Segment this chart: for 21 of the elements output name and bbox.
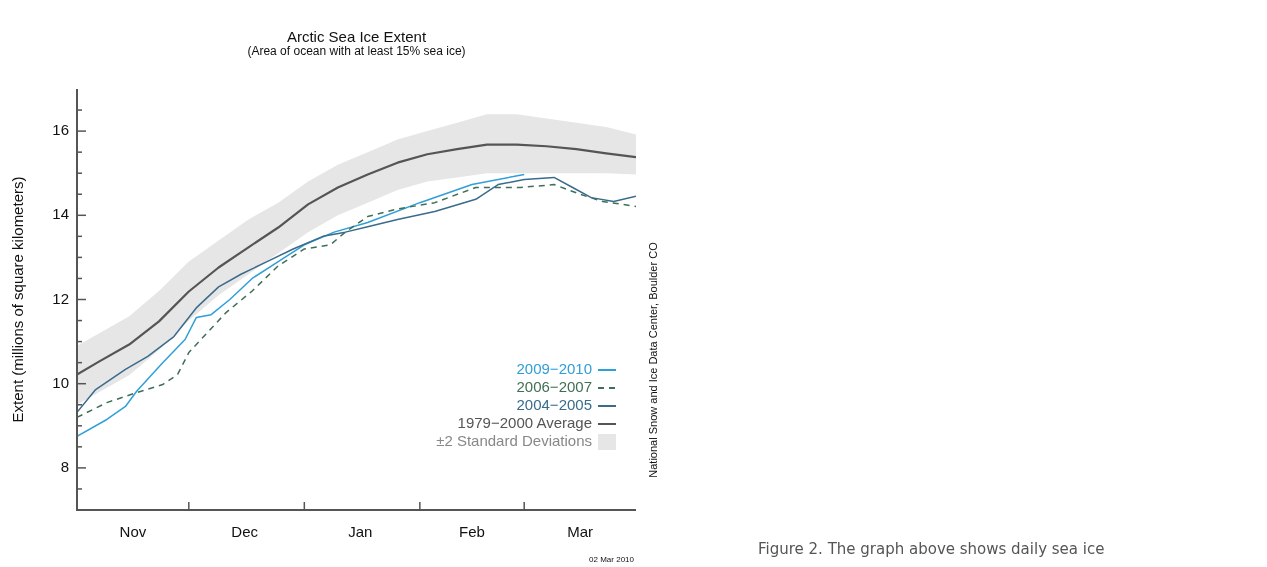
annotation: ±2 Standard Deviations xyxy=(436,432,592,450)
x-tick-label: Mar xyxy=(567,523,594,541)
y-axis-title: Extent (millions of square kilometers) xyxy=(9,176,27,423)
y-tick-label: 14 xyxy=(52,205,69,223)
x-tick-label: Dec xyxy=(231,523,259,541)
chart-subtitle: (Area of ocean with at least 15% sea ice) xyxy=(247,44,466,58)
y-tick-label: 16 xyxy=(52,121,69,139)
legend-label: 1979−2000 Average xyxy=(457,414,592,432)
legend-label: 2006−2007 xyxy=(516,378,592,396)
text: 02 Mar 2010 xyxy=(589,555,635,565)
x-tick-label: Nov xyxy=(119,523,147,541)
y-tick-label: 12 xyxy=(52,289,69,307)
caption: Figure 2. The graph above shows daily sea ice xyxy=(758,539,1105,558)
chart-title: Arctic Sea Ice Extent xyxy=(286,28,427,45)
x-tick-label: Feb xyxy=(459,523,485,541)
legend-label: 2009−2010 xyxy=(516,360,592,378)
y-tick-label: 10 xyxy=(52,373,69,391)
text: National Snow and Ice Data Center, Boulder CO xyxy=(647,241,660,478)
y-tick-label: 8 xyxy=(60,458,69,476)
x-tick-label: Jan xyxy=(348,523,373,541)
legend-label: 2004−2005 xyxy=(516,396,592,414)
